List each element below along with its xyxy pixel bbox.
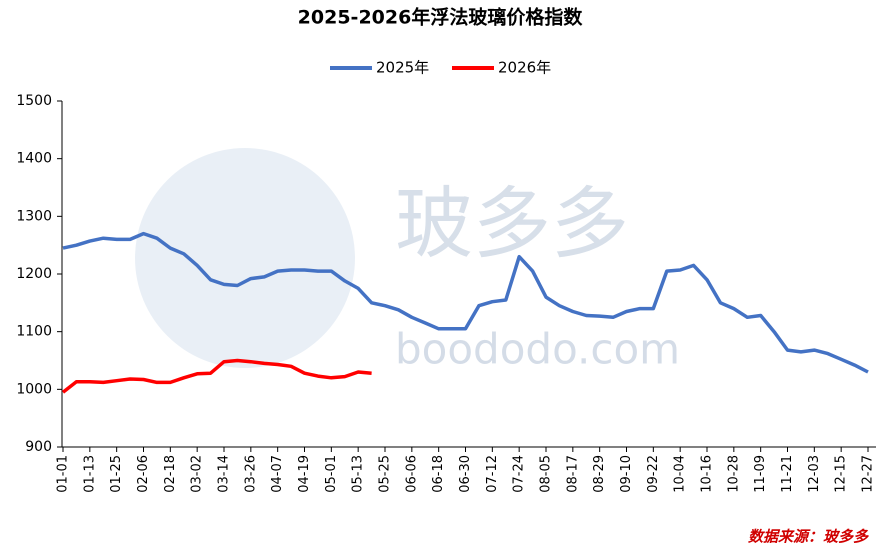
x-tick-label: 07-12: [485, 455, 500, 493]
x-tick-label: 02-18: [163, 455, 178, 493]
x-tick-label: 04-19: [297, 455, 312, 493]
y-tick-label: 1500: [16, 93, 52, 109]
x-tick-label: 11-21: [780, 455, 795, 493]
y-tick-label: 1300: [16, 208, 52, 224]
x-tick-label: 12-27: [861, 455, 876, 493]
x-tick-label: 04-07: [270, 455, 285, 493]
y-tick-label: 900: [25, 439, 52, 455]
x-tick-label: 06-06: [404, 455, 419, 493]
x-tick-label: 10-28: [726, 455, 741, 493]
x-tick-label: 09-22: [646, 455, 661, 493]
source: 数据来源：玻多多: [748, 528, 869, 546]
watermark: 玻多多: [395, 180, 629, 270]
x-tick-label: 01-01: [56, 455, 71, 493]
chart-title: 2025-2026年浮法玻璃价格指数: [298, 6, 584, 29]
x-tick-label: 05-13: [351, 455, 366, 493]
y-tick-label: 1200: [16, 266, 52, 282]
y-tick-label: 1000: [16, 381, 52, 397]
x-tick-label: 05-25: [378, 455, 393, 493]
x-tick-label: 02-06: [136, 455, 151, 493]
y-tick-label: 1100: [16, 324, 52, 340]
x-tick-label: 01-13: [82, 455, 97, 493]
x-tick-label: 08-29: [592, 455, 607, 493]
x-tick-label: 08-17: [565, 455, 580, 493]
legend-label: 2026年: [498, 59, 551, 77]
watermark-url: boododo.com: [395, 325, 680, 374]
legend-label: 2025年: [376, 59, 429, 77]
series-line: [62, 231, 869, 374]
x-tick-label: 05-01: [324, 455, 339, 493]
x-tick-label: 03-26: [243, 455, 258, 493]
x-tick-label: 06-18: [431, 455, 446, 493]
x-tick-label: 06-30: [458, 455, 473, 493]
x-tick-label: 10-16: [700, 455, 715, 493]
x-tick-label: 03-14: [217, 455, 232, 493]
x-tick-label: 07-24: [512, 455, 527, 493]
x-tick-label: 09-10: [619, 455, 634, 493]
x-tick-label: 11-09: [753, 455, 768, 493]
series-line: [61, 358, 372, 394]
watermark-logo: [135, 148, 355, 368]
x-tick-label: 12-03: [807, 455, 822, 493]
x-tick-label: 03-02: [190, 455, 205, 493]
x-tick-label: 01-25: [109, 455, 124, 493]
x-tick-label: 10-04: [673, 455, 688, 493]
x-tick-label: 12-15: [834, 455, 849, 493]
x-tick-label: 08-05: [539, 455, 554, 493]
y-tick-label: 1400: [16, 151, 52, 167]
